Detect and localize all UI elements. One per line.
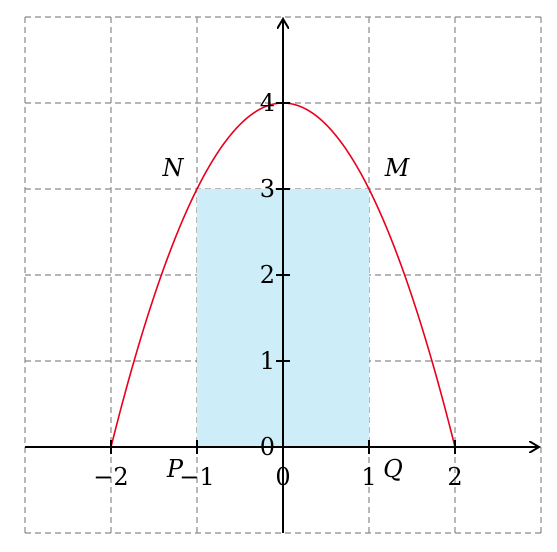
x-tick-label: 0 xyxy=(275,463,290,491)
y-tick-label: 1 xyxy=(260,347,275,375)
y-tick-label: 2 xyxy=(260,261,275,289)
x-tick-label: −2 xyxy=(93,463,128,491)
y-tick-label: 0 xyxy=(260,433,275,461)
x-tick-label: 2 xyxy=(447,463,462,491)
point-label-p: P xyxy=(166,455,184,483)
point-label-m: M xyxy=(384,154,411,182)
point-label-n: N xyxy=(162,154,185,182)
y-tick-label: 3 xyxy=(260,175,275,203)
x-tick-label: 1 xyxy=(361,463,376,491)
y-tick-label: 4 xyxy=(260,89,275,117)
x-tick-label: −1 xyxy=(179,463,214,491)
point-label-q: Q xyxy=(383,455,403,483)
